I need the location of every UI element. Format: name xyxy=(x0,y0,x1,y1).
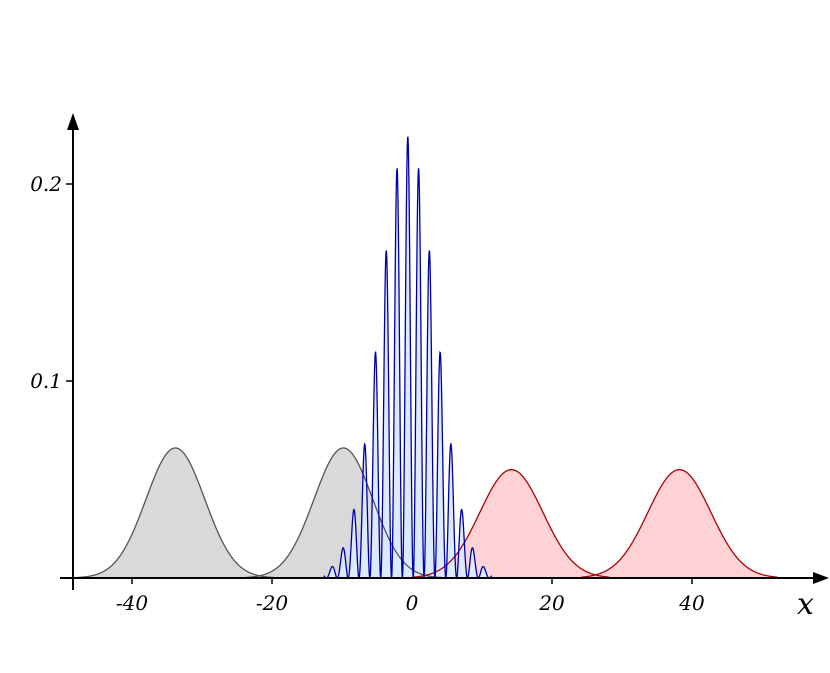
series-lines xyxy=(77,136,778,580)
x-tick-label-2: 20 xyxy=(538,591,565,615)
series-line-3 xyxy=(581,469,778,578)
series-line-4 xyxy=(323,136,493,580)
x-tick-label-1: -20 xyxy=(256,591,288,615)
x-axis-arrowhead xyxy=(813,572,829,584)
series-area-0 xyxy=(77,447,274,578)
series-line-1 xyxy=(245,447,442,579)
tick-marks xyxy=(66,183,693,584)
series-area-3 xyxy=(581,469,778,578)
series-line-2 xyxy=(413,469,610,578)
series-line-0 xyxy=(77,447,274,579)
y-tick-label-0: 0.1 xyxy=(30,369,62,393)
x-tick-label-zero: 0 xyxy=(406,591,419,615)
series-area-1 xyxy=(245,447,442,578)
tick-labels: -40 -20 20 40 0 0.1 0.2 xyxy=(30,172,705,615)
axes xyxy=(60,113,829,590)
y-tick-label-1: 0.2 xyxy=(30,172,62,196)
x-tick-label-0: -40 xyxy=(116,591,148,615)
y-axis-arrowhead xyxy=(67,113,79,130)
x-axis-title: x xyxy=(797,587,814,622)
x-tick-label-3: 40 xyxy=(678,591,705,615)
